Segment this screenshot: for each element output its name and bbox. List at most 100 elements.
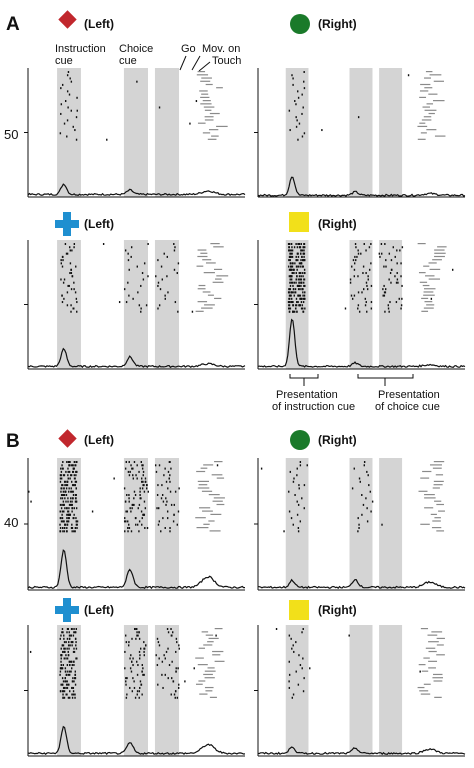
- spike-tick: [74, 494, 77, 496]
- spike-tick: [384, 243, 386, 245]
- spike-tick: [165, 497, 167, 500]
- spike-tick: [288, 288, 290, 291]
- spike-tick: [74, 693, 76, 696]
- spike-tick: [289, 284, 292, 287]
- spike-tick: [76, 96, 78, 99]
- spike-tick: [357, 252, 360, 255]
- spike-tick: [73, 631, 75, 634]
- spike-tick: [60, 103, 63, 106]
- spike-tick: [127, 520, 129, 523]
- spike-tick: [304, 291, 306, 294]
- spike-tick: [295, 116, 297, 119]
- spike-tick: [69, 503, 72, 506]
- spike-tick: [396, 262, 398, 265]
- spike-tick: [298, 275, 301, 278]
- spike-tick: [91, 510, 94, 513]
- spike-tick: [71, 696, 74, 699]
- spike-tick: [299, 520, 302, 523]
- spike-tick: [128, 641, 130, 644]
- event-marker: [428, 667, 436, 669]
- event-marker: [420, 83, 431, 86]
- event-marker: [434, 517, 441, 519]
- spike-tick: [289, 259, 291, 262]
- spike-tick: [158, 657, 160, 660]
- spike-tick: [166, 517, 169, 520]
- spike-tick: [304, 246, 306, 249]
- spike-tick: [290, 294, 292, 297]
- spike-tick: [357, 530, 359, 533]
- spike-tick: [138, 631, 140, 634]
- spike-tick: [133, 461, 136, 463]
- spike-tick: [74, 696, 76, 699]
- spike-tick: [292, 77, 294, 80]
- spike-tick: [283, 530, 285, 533]
- spike-tick: [289, 278, 291, 281]
- spike-tick: [176, 272, 178, 275]
- spike-tick: [371, 500, 374, 503]
- blue-cross-icon: [55, 598, 79, 622]
- spike-tick: [59, 637, 61, 640]
- event-marker: [211, 135, 219, 137]
- spike-tick: [351, 297, 354, 300]
- spike-tick: [289, 281, 291, 284]
- cue-period-shade: [285, 68, 309, 197]
- spike-tick: [71, 510, 73, 513]
- event-marker: [197, 71, 206, 73]
- spike-tick: [362, 272, 364, 275]
- spike-tick: [127, 259, 130, 262]
- spike-tick: [295, 255, 297, 258]
- spike-tick: [68, 487, 70, 490]
- spike-tick: [306, 464, 308, 467]
- spike-tick: [136, 673, 139, 676]
- spike-tick: [300, 262, 303, 265]
- spike-tick: [390, 268, 393, 271]
- spike-tick: [125, 520, 127, 523]
- spike-tick: [133, 490, 136, 493]
- spike-tick: [67, 106, 69, 109]
- spike-tick: [302, 307, 304, 310]
- event-marker: [424, 109, 437, 111]
- event-marker: [195, 683, 203, 685]
- spike-tick: [133, 497, 135, 500]
- spike-tick: [288, 291, 290, 294]
- spike-tick: [70, 268, 73, 271]
- spike-tick: [299, 262, 302, 265]
- spike-tick: [297, 503, 300, 506]
- spike-tick: [288, 297, 290, 300]
- spike-tick: [64, 100, 67, 103]
- spike-tick: [162, 500, 165, 503]
- event-marker: [207, 294, 214, 296]
- spike-tick: [60, 660, 62, 663]
- spike-tick: [140, 310, 142, 313]
- event-marker: [214, 461, 223, 463]
- spike-tick: [295, 125, 298, 128]
- spike-tick: [162, 686, 164, 689]
- spike-tick: [63, 474, 66, 477]
- spike-tick: [302, 690, 305, 693]
- spike-tick: [158, 106, 161, 109]
- event-marker: [200, 80, 211, 82]
- spike-tick: [63, 686, 66, 689]
- spike-tick: [289, 288, 292, 291]
- spike-tick: [76, 461, 78, 463]
- spike-tick: [141, 517, 143, 520]
- spike-tick: [66, 527, 68, 529]
- spike-tick: [296, 310, 298, 313]
- spike-tick: [385, 265, 387, 268]
- spike-tick: [296, 252, 299, 255]
- spike-tick: [297, 683, 300, 686]
- spike-tick: [70, 304, 72, 307]
- event-marker: [197, 249, 207, 251]
- spike-tick: [292, 304, 294, 307]
- spike-tick: [368, 246, 371, 249]
- spike-tick: [143, 484, 145, 487]
- spike-tick: [290, 301, 293, 304]
- spike-tick: [170, 467, 172, 470]
- spike-tick: [73, 647, 75, 650]
- spike-tick: [292, 644, 294, 647]
- event-marker: [214, 297, 222, 300]
- event-marker: [210, 243, 220, 245]
- spike-tick: [62, 281, 65, 284]
- spike-tick: [64, 523, 67, 526]
- event-marker: [198, 680, 206, 682]
